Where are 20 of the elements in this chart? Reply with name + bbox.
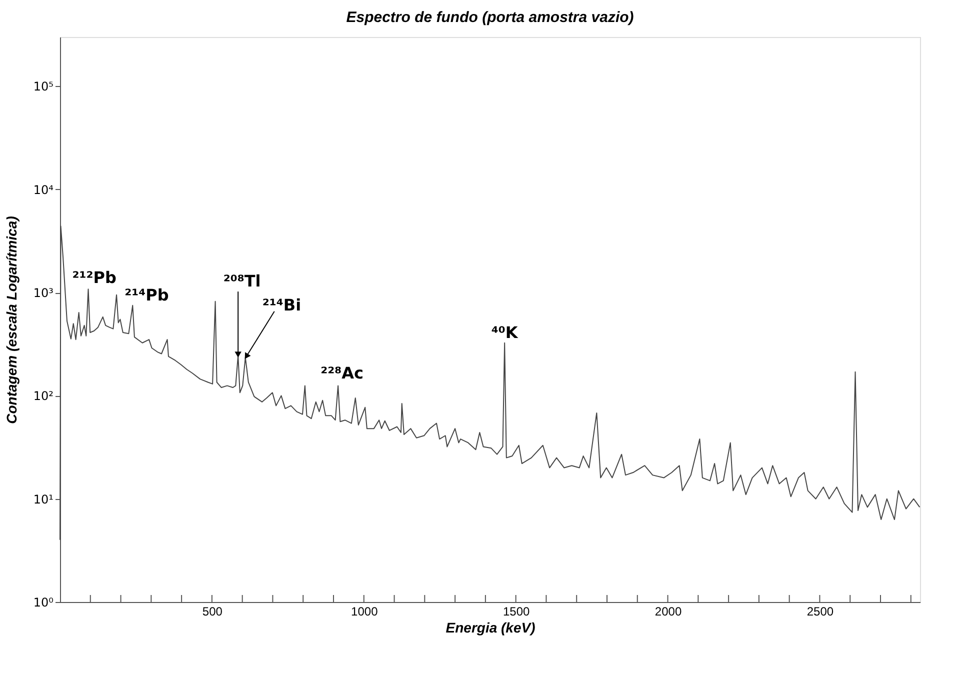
annotation: ⁴⁰K: [491, 322, 518, 342]
annotation: ²¹²Pb: [72, 268, 116, 288]
y-tick-label: 10¹: [33, 492, 54, 506]
y-axis-title: Contagem (escala Logarítmica): [3, 216, 20, 424]
x-tick-label: 2000: [654, 604, 682, 618]
x-tick-label: 1500: [502, 604, 530, 618]
chart-title: Espectro de fundo (porta amostra vazio): [346, 9, 634, 26]
annotation: ²¹⁴Pb: [124, 285, 169, 304]
y-tick-label: 10⁰: [33, 596, 54, 610]
annotation: ²²⁸Ac: [320, 364, 364, 383]
y-tick-label: 10³: [33, 286, 54, 300]
x-tick-label: 1000: [351, 604, 378, 618]
y-tick-label: 10⁴: [33, 182, 54, 197]
annotation: ²⁰⁸Tl: [223, 272, 261, 291]
x-tick-label: 500: [202, 604, 223, 618]
x-axis-title: Energia (keV): [446, 620, 536, 636]
annotation: ²¹⁴Bi: [262, 295, 302, 314]
x-tick-label: 2500: [806, 604, 834, 618]
y-tick-label: 10⁵: [33, 80, 54, 94]
y-tick-label: 10²: [33, 389, 54, 404]
